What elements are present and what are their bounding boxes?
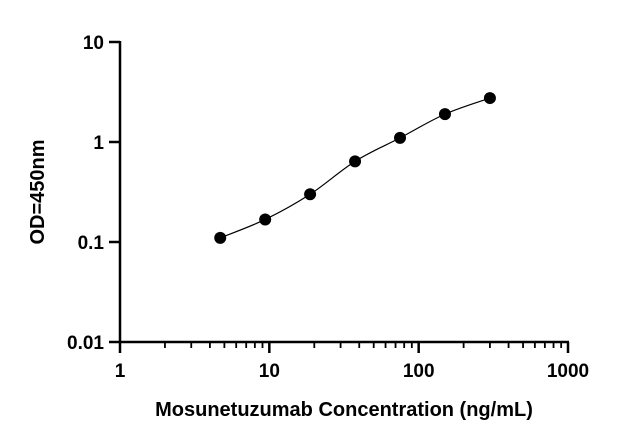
data-point — [349, 155, 362, 168]
tick-labels: 1 10 100 1000 0.01 0.1 1 10 — [67, 33, 589, 382]
data-point — [483, 92, 496, 105]
y-tick-label: 0.1 — [78, 233, 105, 254]
x-axis-title: Mosunetuzumab Concentration (ng/mL) — [155, 399, 533, 421]
y-tick-label: 0.01 — [67, 333, 104, 354]
y-tick-label: 1 — [93, 133, 104, 154]
x-tick-label: 100 — [403, 361, 435, 382]
data-point — [304, 188, 317, 201]
data-point — [214, 231, 227, 244]
data-points — [214, 92, 496, 244]
x-tick-label: 10 — [259, 361, 280, 382]
x-tick-label: 1 — [115, 361, 126, 382]
x-tick-label: 1000 — [547, 361, 589, 382]
data-point — [259, 213, 272, 226]
data-point — [438, 108, 451, 121]
y-axis-title: OD=450nm — [27, 139, 49, 244]
y-tick-label: 10 — [83, 33, 104, 54]
data-point — [394, 131, 407, 144]
axes — [109, 40, 570, 353]
